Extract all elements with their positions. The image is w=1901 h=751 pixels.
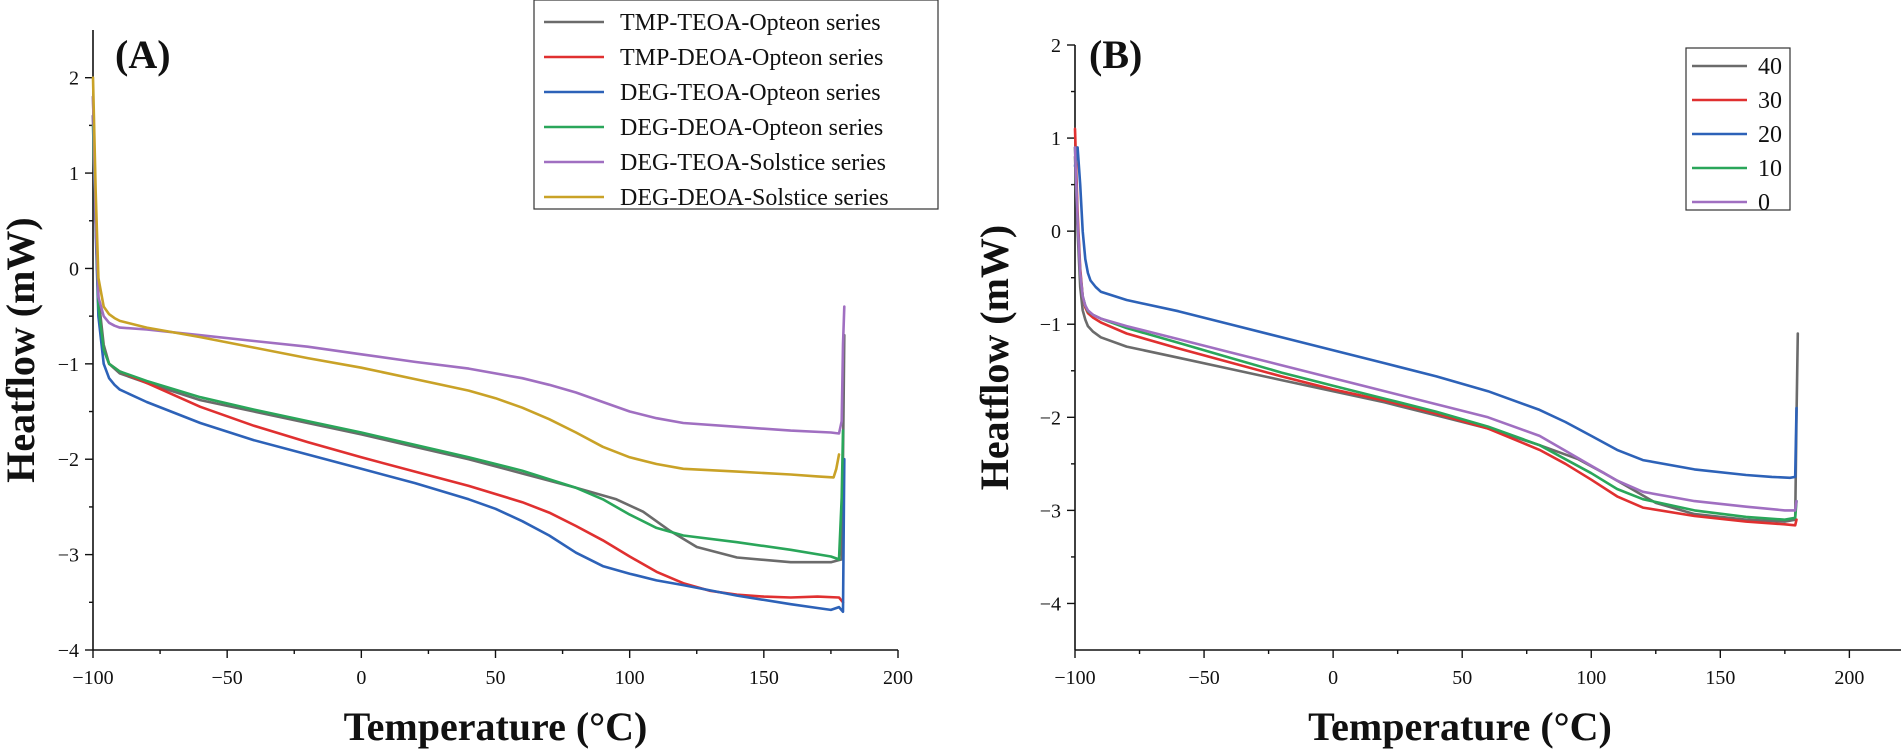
legend-box	[533, 0, 939, 210]
legend-label-2: TMP-DEOA-Opteon series	[620, 45, 883, 71]
x-tick-label: −100	[1054, 667, 1095, 689]
series-line-4	[91, 124, 845, 561]
y-tick-label: 0	[69, 258, 79, 280]
legend-label-5: DEG-TEOA-Solstice series	[620, 150, 886, 176]
legend-box	[1685, 47, 1791, 211]
y-axis-title: Heatflow (mW)	[0, 217, 43, 482]
y-tick-label: −3	[1040, 500, 1061, 522]
x-tick-label: 50	[1452, 667, 1472, 689]
legend-label-3: DEG-TEOA-Opteon series	[620, 80, 881, 106]
x-axis-title: Temperature (°C)	[1308, 704, 1612, 749]
y-tick-label: 2	[1051, 35, 1061, 57]
y-tick-label: −1	[1040, 314, 1061, 336]
x-tick-label: 100	[1576, 667, 1606, 689]
y-tick-label: 0	[1051, 221, 1061, 243]
series-line-3	[1073, 146, 1798, 480]
y-tick-label: 1	[69, 163, 79, 185]
y-tick-label: −2	[58, 449, 79, 471]
y-tick-label: −1	[58, 354, 79, 376]
panel-label: (B)	[1089, 32, 1142, 77]
legend-label-5: 0	[1758, 190, 1770, 216]
x-tick-label: −50	[212, 667, 243, 689]
y-tick-label: −4	[1040, 593, 1061, 615]
series-line-5	[91, 95, 846, 435]
legend-label-4: DEG-DEOA-Opteon series	[620, 115, 883, 141]
y-tick-label: −4	[58, 640, 79, 662]
x-tick-label: 200	[883, 667, 913, 689]
legend-label-1: 40	[1758, 54, 1782, 80]
y-tick-label: −3	[58, 545, 79, 567]
series-line-5	[1073, 146, 1798, 512]
series-line-3	[91, 114, 846, 614]
x-tick-label: 150	[1705, 667, 1735, 689]
y-tick-label: −2	[1040, 407, 1061, 429]
legend-label-4: 10	[1758, 156, 1782, 182]
x-tick-label: 200	[1834, 667, 1864, 689]
series-line-1	[1073, 155, 1800, 523]
panel-b: −100 −50 0 50 100 150 200−4−3−2−1012403020100(…	[972, 32, 1901, 749]
legend-label-1: TMP-TEOA-Opteon series	[620, 10, 881, 36]
legend-label-6: DEG-DEOA-Solstice series	[620, 185, 889, 211]
x-tick-label: 150	[749, 667, 779, 689]
x-tick-label: 100	[615, 667, 645, 689]
y-tick-label: 2	[69, 68, 79, 90]
legend-label-2: 30	[1758, 88, 1782, 114]
series-line-6	[91, 76, 841, 479]
y-axis-title: Heatflow (mW)	[972, 225, 1017, 490]
x-tick-label: 0	[1328, 667, 1338, 689]
x-tick-label: 50	[486, 667, 506, 689]
panel-a: −100 −50 0 50 100 150 200 −4 −3 −2 −1 0 1 2 TMP-TEOA-O…	[0, 0, 939, 749]
x-tick-label: −50	[1188, 667, 1219, 689]
y-tick-label: 1	[1051, 128, 1061, 150]
panel-label: (A)	[115, 32, 171, 77]
x-tick-label: −100	[72, 667, 113, 689]
x-axis-title: Temperature (°C)	[344, 704, 648, 749]
legend-label-3: 20	[1758, 122, 1782, 148]
x-tick-label: 0	[356, 667, 366, 689]
